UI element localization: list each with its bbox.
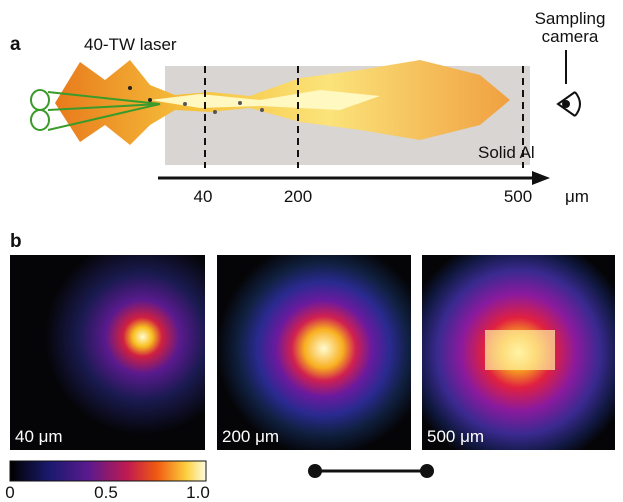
colorbar-tick: 1.0 (186, 483, 210, 502)
axis-unit: μm (565, 187, 589, 206)
colorbar-tick: 0 (5, 483, 14, 502)
target-label: Solid Al (478, 143, 535, 162)
image (10, 255, 205, 450)
image-label: 500 μm (427, 427, 484, 446)
axis-tick: 40 (194, 187, 213, 206)
laser-label: 40-TW laser (84, 35, 177, 54)
eye-icon (558, 92, 580, 116)
hotspot (485, 330, 555, 370)
panel-label: b (10, 231, 22, 252)
camera-label: camera (542, 27, 599, 46)
axis-tick: 500 (504, 187, 532, 206)
scale-bar (308, 464, 434, 478)
panel-label: a (10, 34, 21, 55)
figure: a 40-TW laser Solid Al 40 200 500 μm Sam… (0, 0, 623, 502)
colorbar-tick: 0.5 (94, 483, 118, 502)
image (217, 255, 411, 450)
arrow-head (532, 171, 550, 185)
image-label: 40 μm (15, 427, 63, 446)
colorbar (10, 461, 206, 481)
image-label: 200 μm (222, 427, 279, 446)
camera-label: Sampling (535, 9, 606, 28)
axis-tick: 200 (284, 187, 312, 206)
